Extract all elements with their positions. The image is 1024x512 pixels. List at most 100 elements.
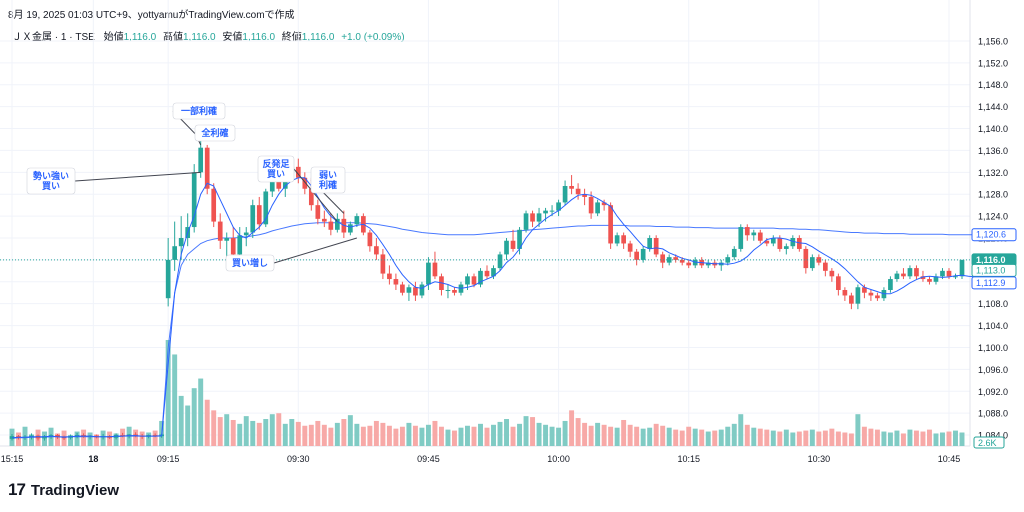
candle xyxy=(172,221,178,271)
candle-body xyxy=(419,284,425,296)
candle-body xyxy=(914,268,919,277)
candle-body xyxy=(523,213,529,230)
volume-bar xyxy=(894,430,900,446)
price-chart[interactable]: 1,156.0 1,152.0 1,148.0 1,144.0 1,140.0 1,136… xyxy=(0,0,1024,474)
volume-bar xyxy=(881,431,887,446)
annotation-pointer xyxy=(273,237,358,264)
y-tick-label: 1,092.0 xyxy=(978,387,1008,397)
volume-bar xyxy=(556,427,562,446)
candle-body xyxy=(211,188,217,222)
candle-body xyxy=(849,295,854,304)
x-tick-label: 10:45 xyxy=(938,454,961,464)
annotation-box xyxy=(172,102,226,120)
volume-bar xyxy=(471,426,477,446)
candle xyxy=(627,240,633,258)
candle xyxy=(321,210,327,228)
volume-bar xyxy=(640,428,646,446)
volume-bar xyxy=(835,431,841,446)
volume-bar xyxy=(562,420,568,446)
volume-bar xyxy=(627,424,633,446)
candle-body xyxy=(842,290,848,296)
volume-bar xyxy=(399,426,405,446)
candle-body xyxy=(946,270,952,277)
candle xyxy=(315,199,321,225)
candle-body xyxy=(614,235,620,244)
high-label: 高値 xyxy=(162,32,183,43)
volume-bar xyxy=(601,424,607,446)
volume-bar xyxy=(699,429,705,446)
candle-body xyxy=(74,435,80,437)
volume-bar xyxy=(712,430,718,446)
low-value: 1,116.0 xyxy=(242,32,276,43)
candle xyxy=(842,287,848,301)
volume-bar xyxy=(250,420,256,446)
candle xyxy=(933,273,939,285)
volume-bar xyxy=(373,420,379,446)
open-label: 始値 xyxy=(103,32,124,43)
tradingview-logo-text: TradingView xyxy=(30,481,120,499)
candle-body xyxy=(725,257,731,263)
tradingview-logo-icon: 17 xyxy=(8,480,26,499)
candle-body xyxy=(601,202,607,206)
volume-bar xyxy=(530,417,536,446)
candle xyxy=(744,224,750,241)
annotation-box xyxy=(26,167,76,195)
volume-bar xyxy=(718,429,724,446)
candle-body xyxy=(321,218,327,222)
annotation-text: 反発足 xyxy=(262,158,290,169)
candle-body xyxy=(783,246,789,249)
candle-body xyxy=(582,194,587,197)
candle xyxy=(74,432,80,439)
candle xyxy=(178,216,184,260)
candle-body xyxy=(354,216,360,225)
candle xyxy=(510,229,516,252)
candle-body xyxy=(191,172,197,228)
volume-bar xyxy=(302,425,308,446)
symbol-legend[interactable]: ＪＸ金属 · 1 · TSE 始値1,116.0 高値1,116.0 安値1,1… xyxy=(12,28,405,43)
candle xyxy=(387,265,392,285)
candle-body xyxy=(61,437,67,439)
x-tick-label: 09:30 xyxy=(287,454,310,464)
candle-body xyxy=(29,435,34,437)
volume-bar xyxy=(692,428,698,446)
volume-bars xyxy=(9,340,965,446)
symbol-name[interactable]: ＪＸ金属 · 1 · TSE xyxy=(12,32,95,43)
candle xyxy=(256,196,262,230)
candle xyxy=(868,290,874,301)
candle-body xyxy=(836,276,841,290)
y-tick-label: 1,100.0 xyxy=(978,343,1008,353)
candle xyxy=(484,265,490,280)
volume-bar xyxy=(497,421,503,446)
candle-body xyxy=(738,227,744,249)
candle xyxy=(263,188,269,228)
candle xyxy=(504,238,509,260)
volume-bar xyxy=(660,425,666,446)
candle-body xyxy=(393,279,399,285)
volume-bar xyxy=(940,432,945,446)
price-label: 1,116.0 xyxy=(971,253,1017,267)
volume-bar xyxy=(321,424,327,446)
volume-bar xyxy=(679,430,685,446)
tradingview-logo[interactable]: 17 TradingView xyxy=(8,480,119,500)
candle xyxy=(829,268,835,282)
candle-body xyxy=(504,240,509,255)
candle-body xyxy=(217,221,223,241)
annotation-text: 買い増し xyxy=(232,257,268,268)
candle-body xyxy=(471,276,477,285)
candle-body xyxy=(875,295,880,299)
candle xyxy=(335,213,340,233)
candle-body xyxy=(888,279,893,290)
volume-bar xyxy=(224,414,230,446)
candle xyxy=(198,139,204,178)
y-tick-label: 1,084.0 xyxy=(978,431,1008,441)
candle xyxy=(523,210,529,233)
volume-bar xyxy=(172,354,178,446)
candle-body xyxy=(55,435,60,438)
volume-bar xyxy=(133,429,139,446)
candle-body xyxy=(686,262,692,266)
change-value: +1.0 (+0.09%) xyxy=(341,32,405,43)
candle xyxy=(875,292,880,301)
volume-bar xyxy=(29,434,34,446)
volume-bar xyxy=(946,431,952,446)
candle-body xyxy=(653,238,659,255)
